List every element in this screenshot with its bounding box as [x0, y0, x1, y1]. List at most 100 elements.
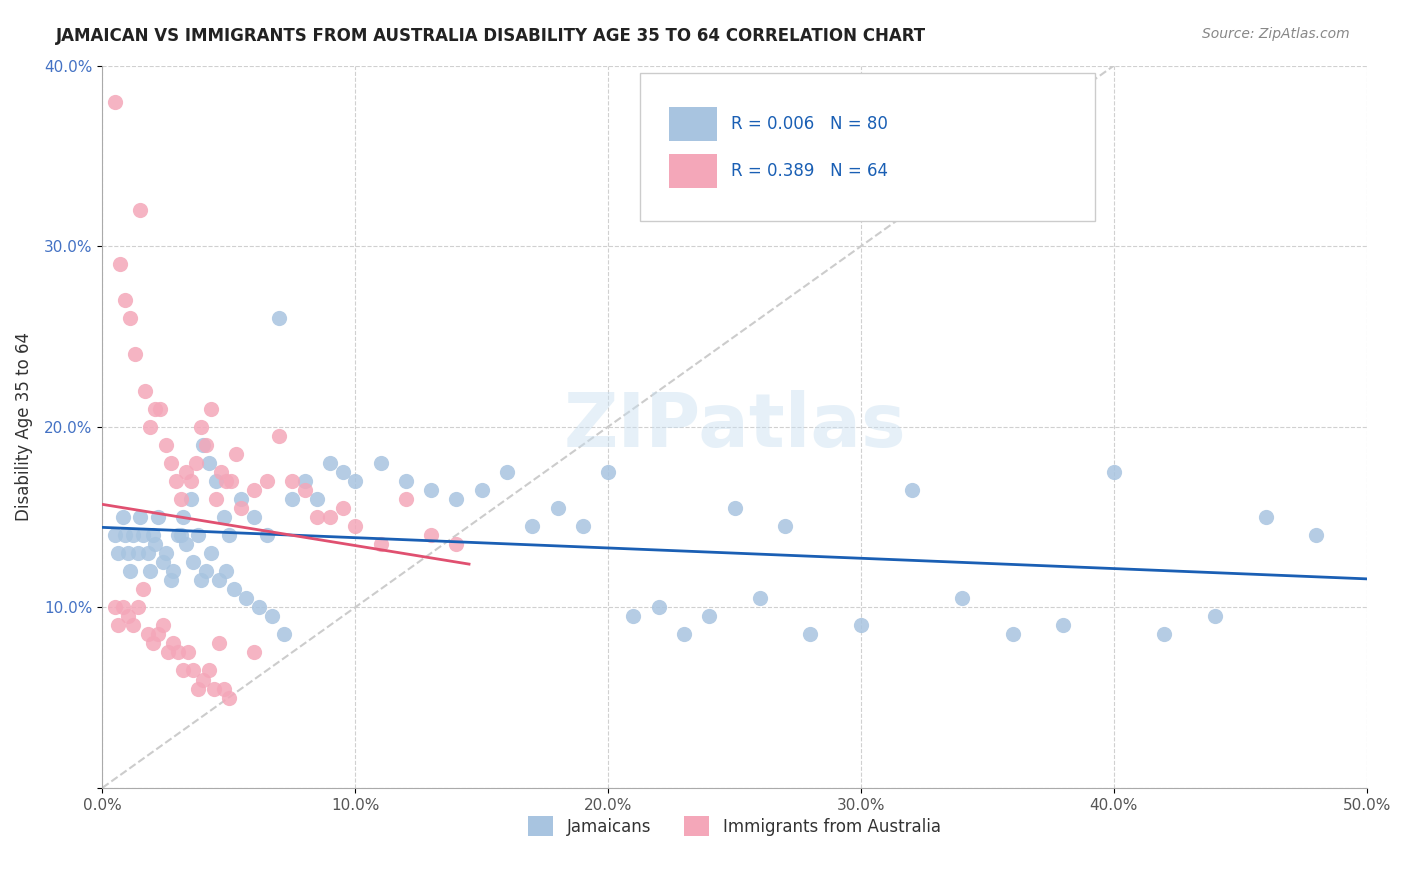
Point [155, 546, 177, 560]
Point [170, 528, 193, 542]
Legend: Jamaicans, Immigrants from Australia: Jamaicans, Immigrants from Australia [520, 807, 949, 845]
Point [145, 401, 167, 416]
Point [1102, 465, 1125, 479]
Point [127, 600, 149, 615]
Point [146, 510, 169, 524]
Point [235, 591, 257, 606]
Point [121, 528, 143, 542]
Point [623, 609, 645, 624]
Point [104, 528, 127, 542]
Point [197, 456, 219, 470]
Bar [669, 107, 717, 142]
Point [446, 537, 468, 551]
Text: JAMAICAN VS IMMIGRANTS FROM AUSTRALIA DISABILITY AGE 35 TO 64 CORRELATION CHART: JAMAICAN VS IMMIGRANTS FROM AUSTRALIA DI… [56, 27, 927, 45]
Point [446, 491, 468, 506]
Point [180, 491, 202, 506]
Point [215, 564, 238, 578]
Point [212, 510, 235, 524]
Point [215, 474, 238, 488]
Point [256, 528, 278, 542]
Point [672, 627, 695, 641]
Point [647, 600, 669, 615]
Point [108, 257, 131, 271]
Point [167, 645, 190, 659]
Text: Source: ZipAtlas.com: Source: ZipAtlas.com [1202, 27, 1350, 41]
Point [243, 510, 266, 524]
Point [159, 573, 181, 587]
Point [256, 474, 278, 488]
Point [205, 474, 228, 488]
Point [136, 627, 159, 641]
Point [139, 419, 162, 434]
Point [281, 491, 304, 506]
Point [157, 645, 180, 659]
Point [195, 564, 218, 578]
Point [370, 537, 392, 551]
Point [162, 636, 184, 650]
Point [269, 429, 291, 443]
Point [152, 555, 174, 569]
Point [748, 591, 770, 606]
Point [849, 618, 872, 632]
Point [129, 202, 152, 217]
Point [344, 519, 367, 533]
Point [799, 627, 821, 641]
Point [319, 510, 342, 524]
Point [205, 491, 228, 506]
Point [773, 519, 796, 533]
Point [1001, 627, 1024, 641]
Point [221, 474, 243, 488]
Point [471, 483, 494, 497]
Point [142, 528, 165, 542]
Text: R = 0.006   N = 80: R = 0.006 N = 80 [731, 115, 887, 133]
Point [107, 618, 129, 632]
Point [167, 528, 190, 542]
Point [1204, 609, 1226, 624]
Point [146, 627, 169, 641]
Point [174, 537, 197, 551]
Point [900, 483, 922, 497]
Point [193, 673, 215, 687]
Y-axis label: Disability Age 35 to 64: Disability Age 35 to 64 [15, 332, 32, 521]
Point [395, 491, 418, 506]
Point [1254, 510, 1277, 524]
Point [180, 474, 202, 488]
Point [200, 546, 222, 560]
Point [183, 555, 205, 569]
Point [269, 311, 291, 326]
Point [395, 474, 418, 488]
Point [370, 456, 392, 470]
Point [197, 664, 219, 678]
Point [121, 618, 143, 632]
Point [332, 500, 354, 515]
Point [190, 573, 212, 587]
Point [522, 519, 544, 533]
Point [212, 681, 235, 696]
Point [170, 491, 193, 506]
Point [165, 474, 187, 488]
Point [142, 636, 165, 650]
Point [697, 609, 720, 624]
Point [344, 474, 367, 488]
Point [294, 483, 316, 497]
Point [222, 582, 245, 597]
Point [260, 609, 283, 624]
Point [132, 582, 155, 597]
Point [247, 600, 270, 615]
Point [200, 401, 222, 416]
Point [1052, 618, 1074, 632]
Point [208, 636, 231, 650]
Point [145, 537, 167, 551]
Point [231, 491, 253, 506]
Point [124, 347, 146, 361]
Point [159, 456, 181, 470]
Point [104, 95, 127, 109]
Point [120, 564, 142, 578]
Point [117, 546, 139, 560]
Point [243, 483, 266, 497]
Text: R = 0.389   N = 64: R = 0.389 N = 64 [731, 162, 887, 180]
Point [114, 293, 136, 308]
Point [547, 500, 569, 515]
Point [184, 456, 207, 470]
Point [107, 546, 129, 560]
